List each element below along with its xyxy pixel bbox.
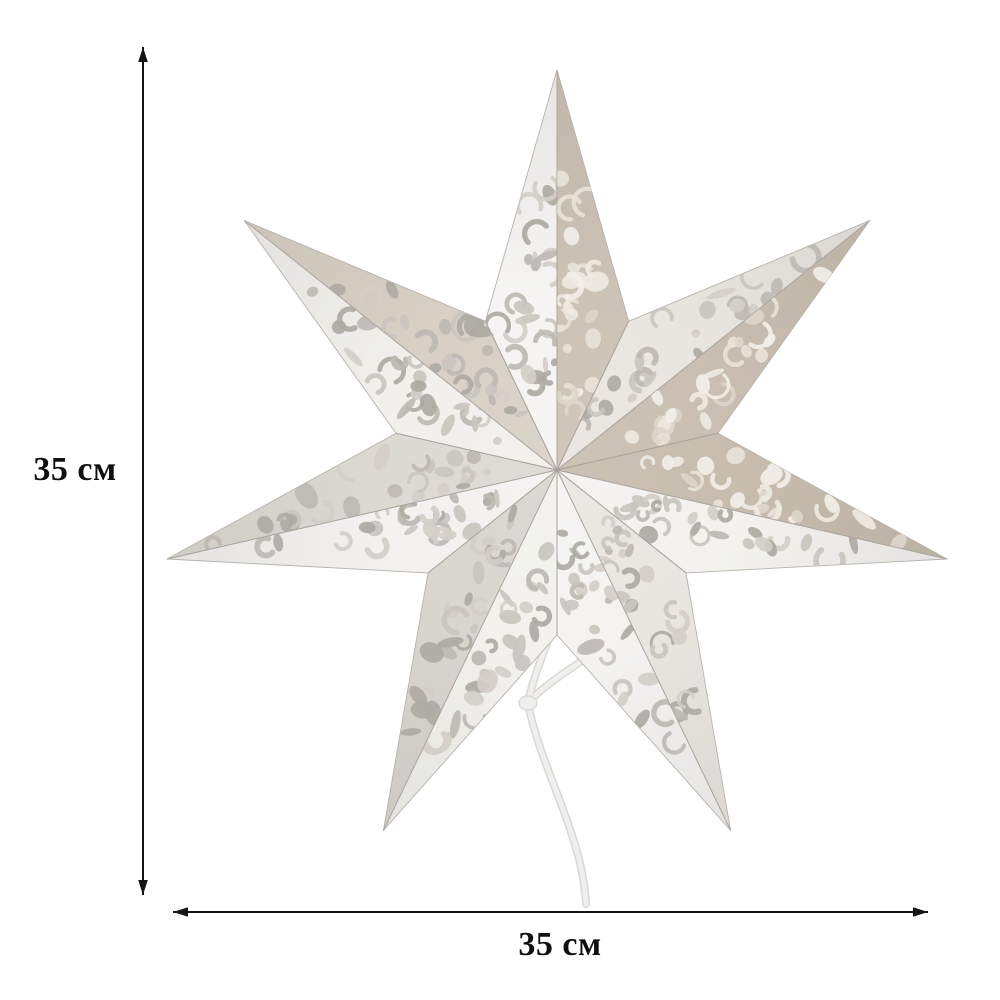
cutout-pattern — [254, 489, 500, 560]
cutout-pattern — [418, 542, 555, 756]
seven-point-paper-star — [166, 69, 948, 831]
cutout-pattern — [400, 504, 518, 736]
cutout-pattern — [204, 443, 492, 553]
height-dimension-label: 35 см — [33, 451, 117, 488]
width-dimension-label: 35 см — [518, 926, 602, 963]
height-dimension-arrow — [138, 47, 148, 895]
cutout-pattern — [557, 170, 609, 422]
cutout-pattern — [624, 266, 835, 446]
width-dimension-arrow — [173, 907, 928, 917]
cutout-pattern — [328, 281, 528, 418]
cutout-pattern — [597, 515, 709, 723]
